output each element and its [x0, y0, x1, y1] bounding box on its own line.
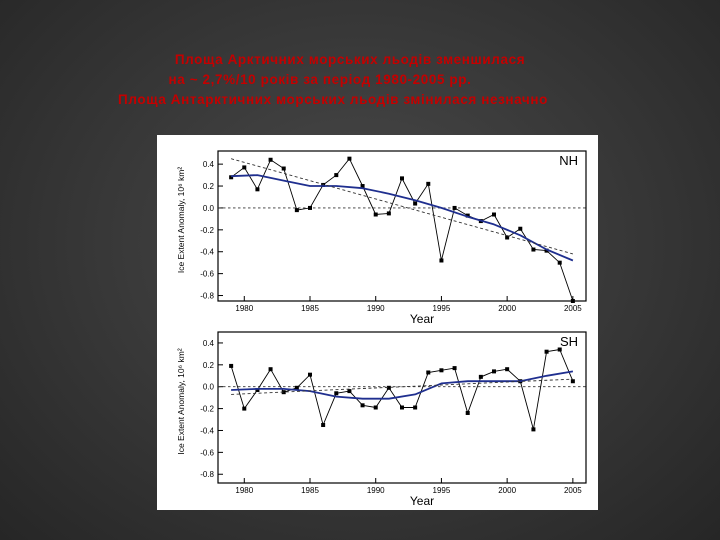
y-tick-label: -0.6 — [200, 448, 214, 457]
data-point — [492, 369, 496, 374]
x-tick-label: 1995 — [433, 486, 451, 495]
plot-frame — [217, 150, 587, 302]
plot-frame — [217, 331, 587, 484]
title-line-3: Площа Антарктичних морських льодів зміни… — [118, 92, 548, 107]
y-tick-label: -0.8 — [200, 470, 214, 479]
y-tick-label: 0.2 — [203, 361, 215, 370]
x-axis-label: Year — [410, 494, 434, 508]
x-tick-label: 1990 — [367, 486, 385, 495]
chart-panel-nh: 0.4 0.2 0.0 -0.2 -0.4 -0.6 -0.8 1980 1985 1990 199… — [176, 150, 587, 326]
data-point — [347, 389, 352, 394]
linear-trend-line — [230, 158, 574, 255]
x-tick-label: 1985 — [301, 304, 319, 313]
data-point — [229, 175, 234, 180]
data-point — [373, 212, 378, 217]
data-point — [544, 248, 549, 253]
data-point — [557, 347, 562, 352]
y-tick-label: 0.4 — [203, 339, 215, 348]
data-point — [347, 156, 352, 161]
y-tick-label: -0.4 — [200, 248, 214, 257]
x-tick-label: 2000 — [498, 486, 516, 495]
title-line-1: Площа Арктичних морських льодів зменшила… — [174, 52, 526, 67]
data-point — [308, 372, 312, 377]
data-point — [294, 385, 299, 390]
data-point — [570, 379, 575, 384]
data-point — [505, 367, 510, 372]
data-point — [255, 187, 260, 192]
data-point — [557, 260, 562, 265]
x-tick-label: 2005 — [564, 304, 582, 313]
y-tick-label: 0.0 — [203, 204, 215, 213]
figure-svg: 0.4 0.2 0.0 -0.2 -0.4 -0.6 -0.8 1980 1985 1990 199… — [176, 150, 587, 508]
x-axis-label: Year — [410, 312, 434, 326]
data-point — [334, 173, 339, 178]
data-point — [478, 374, 483, 379]
title-line-2: на ~ 2,7%/10 років за період 1980-2005 р… — [168, 72, 472, 87]
data-point — [255, 387, 260, 392]
data-point — [360, 403, 365, 408]
data-point — [242, 165, 247, 170]
x-tick-label: 1990 — [367, 304, 385, 313]
data-point — [492, 212, 496, 217]
data-point — [452, 366, 457, 371]
y-tick-label: 0.2 — [203, 182, 215, 191]
y-tick-label: -0.2 — [200, 226, 214, 235]
slide-title: Площа Арктичних морських льодів зменшила… — [0, 50, 720, 110]
data-point — [386, 385, 391, 390]
data-point — [294, 208, 299, 213]
y-tick-label: -0.6 — [200, 270, 214, 279]
y-tick-label: -0.2 — [200, 405, 214, 414]
y-tick-label: -0.4 — [200, 426, 214, 435]
chart-panel-sh: 0.4 0.2 0.0 -0.2 -0.4 -0.6 -0.8 1980 1985 1990 199… — [176, 331, 587, 508]
data-point — [439, 258, 444, 263]
data-point — [544, 349, 549, 354]
data-point — [531, 247, 536, 252]
data-point — [439, 368, 444, 373]
data-point — [321, 182, 326, 187]
data-point — [518, 226, 523, 231]
data-point — [321, 423, 326, 428]
data-point — [426, 370, 431, 375]
x-tick-label: 1995 — [433, 304, 451, 313]
data-point — [373, 405, 378, 410]
data-point — [426, 181, 431, 186]
y-tick-label: -0.8 — [200, 292, 214, 301]
data-point — [334, 391, 339, 396]
x-tick-label: 1980 — [235, 304, 253, 313]
data-point — [400, 405, 404, 410]
data-point — [465, 410, 470, 415]
data-point — [360, 184, 365, 189]
panel-label: SH — [560, 334, 578, 349]
data-point — [268, 157, 273, 162]
data-point — [386, 211, 391, 216]
data-point — [281, 390, 286, 395]
data-point — [465, 213, 470, 218]
data-point — [505, 235, 510, 240]
linear-trend-line — [231, 378, 573, 395]
y-axis-label: Ice Extent Anomaly, 10⁶ km² — [176, 167, 186, 273]
smoothed-trend-line — [231, 370, 574, 400]
data-point — [308, 205, 312, 210]
data-point — [413, 201, 418, 206]
x-tick-label: 1985 — [301, 486, 319, 495]
y-tick-label: 0.0 — [203, 383, 215, 392]
data-point — [570, 299, 575, 303]
data-point — [268, 367, 273, 372]
data-point — [229, 363, 234, 368]
y-tick-label: 0.4 — [203, 160, 215, 169]
ice-extent-figure: 0.4 0.2 0.0 -0.2 -0.4 -0.6 -0.8 1980 1985 1990 199… — [157, 135, 598, 510]
x-tick-label: 1980 — [235, 486, 253, 495]
smoothed-trend-line — [231, 174, 574, 262]
x-tick-label: 2005 — [564, 486, 582, 495]
data-point — [452, 205, 457, 210]
data-point — [281, 166, 286, 171]
data-point — [413, 405, 418, 410]
y-axis-label: Ice Extent Anomaly, 10⁶ km² — [176, 348, 186, 454]
data-point — [242, 406, 247, 411]
data-point — [400, 176, 404, 181]
x-tick-label: 2000 — [498, 304, 516, 313]
panel-label: NH — [559, 153, 578, 168]
data-point — [531, 427, 536, 432]
